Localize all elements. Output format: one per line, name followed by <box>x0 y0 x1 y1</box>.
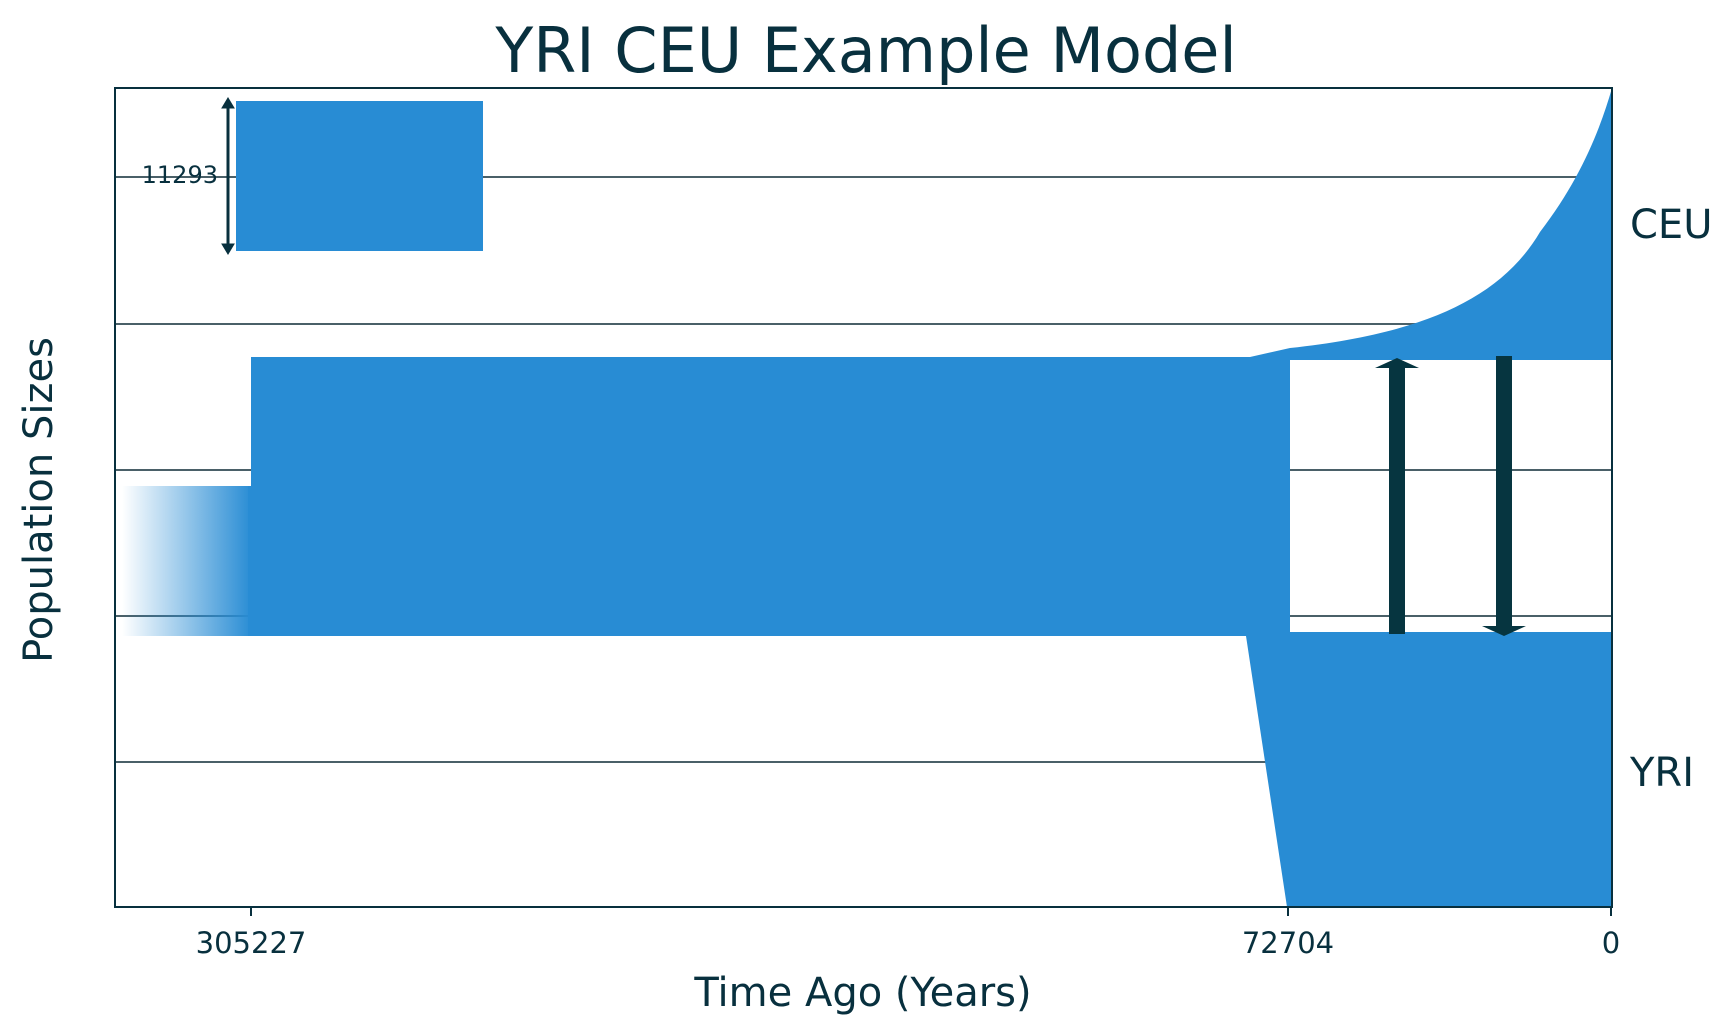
scale-block <box>236 101 483 251</box>
x-tick-marks <box>250 907 1612 916</box>
y-axis-label: Population Sizes <box>16 337 62 663</box>
gap-gridlines <box>1291 469 1612 617</box>
population-label-yri: YRI <box>1629 750 1694 796</box>
ancestral-population-block <box>251 348 1290 636</box>
ceu-split-mask <box>1291 360 1612 632</box>
yri-population-branch <box>1246 632 1612 907</box>
scale-bar-arrow-up <box>221 97 235 109</box>
ancestral-population-fade <box>122 486 252 636</box>
scale-bar-arrow-down <box>221 243 235 255</box>
chart-title: YRI CEU Example Model <box>494 14 1236 87</box>
population-label-ceu: CEU <box>1630 202 1712 248</box>
x-axis-label: Time Ago (Years) <box>693 970 1031 1016</box>
plot-frame <box>114 87 1613 908</box>
scale-bar-label: 11293 <box>142 161 218 189</box>
x-tick-label-72704: 72704 <box>1242 926 1334 960</box>
ancestral-population-small <box>248 486 254 636</box>
x-tick-label-305227: 305227 <box>196 926 307 960</box>
x-tick-label-0: 0 <box>1602 926 1620 960</box>
migration-arrow-yri-to-ceu <box>1375 358 1419 634</box>
ceu-population-branch <box>1290 88 1612 360</box>
scale-bar <box>221 97 235 255</box>
migration-arrow-ceu-to-yri <box>1482 356 1526 636</box>
